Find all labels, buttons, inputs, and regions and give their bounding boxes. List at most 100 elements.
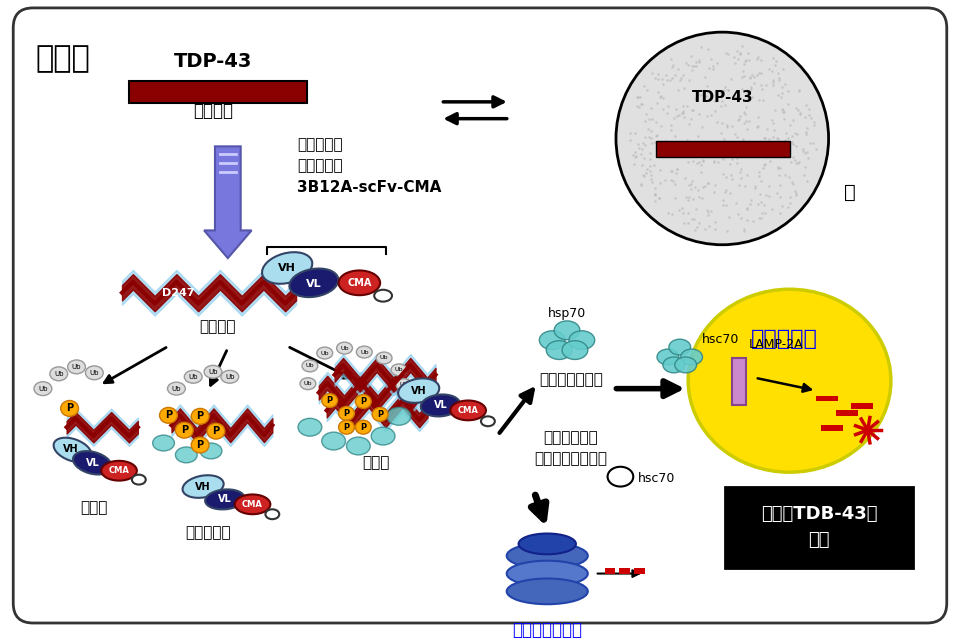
Text: 核: 核 <box>844 182 855 202</box>
Text: P: P <box>344 409 349 418</box>
Text: 細胞質: 細胞質 <box>35 45 89 73</box>
Ellipse shape <box>356 346 372 358</box>
Text: P: P <box>326 396 333 405</box>
Ellipse shape <box>450 401 486 420</box>
Ellipse shape <box>207 423 225 439</box>
Ellipse shape <box>176 422 193 438</box>
Ellipse shape <box>355 394 372 408</box>
Text: VL: VL <box>85 458 99 468</box>
Text: Ub: Ub <box>360 350 369 355</box>
Ellipse shape <box>616 32 828 245</box>
Ellipse shape <box>374 290 392 302</box>
Text: Ub: Ub <box>321 350 329 355</box>
Ellipse shape <box>298 419 322 436</box>
Ellipse shape <box>262 252 312 284</box>
Ellipse shape <box>34 382 52 396</box>
Ellipse shape <box>540 330 565 350</box>
Text: TDP-43: TDP-43 <box>174 52 252 71</box>
Ellipse shape <box>546 341 572 359</box>
Text: Ub: Ub <box>38 385 48 392</box>
Text: VH: VH <box>411 385 426 396</box>
Text: P: P <box>360 423 367 432</box>
Ellipse shape <box>205 489 245 509</box>
Text: 凝集体: 凝集体 <box>363 455 390 470</box>
Ellipse shape <box>396 379 412 390</box>
Ellipse shape <box>265 509 279 519</box>
Text: CMA: CMA <box>242 500 263 509</box>
Text: VL: VL <box>434 401 447 410</box>
Bar <box>836 410 858 417</box>
Ellipse shape <box>681 349 703 365</box>
Ellipse shape <box>554 321 580 339</box>
Text: P: P <box>180 425 188 435</box>
Text: Ub: Ub <box>395 367 403 373</box>
Ellipse shape <box>608 467 634 487</box>
Ellipse shape <box>176 447 197 463</box>
Ellipse shape <box>322 432 346 450</box>
Text: CMA: CMA <box>348 278 372 288</box>
Ellipse shape <box>481 417 494 426</box>
Ellipse shape <box>221 370 239 383</box>
Text: Ub: Ub <box>303 381 312 386</box>
Bar <box>821 426 843 431</box>
Text: Ub: Ub <box>89 370 99 376</box>
Text: P: P <box>360 397 367 406</box>
Text: CMA: CMA <box>108 466 130 475</box>
Ellipse shape <box>67 360 85 374</box>
Text: オリゴマー: オリゴマー <box>185 525 230 540</box>
FancyBboxPatch shape <box>13 8 947 623</box>
Ellipse shape <box>302 360 318 372</box>
Text: Ub: Ub <box>380 355 389 360</box>
Ellipse shape <box>420 394 460 417</box>
Ellipse shape <box>663 357 684 373</box>
Text: 自己分解型
細胞内抗体
3B12A-scFv-CMA: 自己分解型 細胞内抗体 3B12A-scFv-CMA <box>297 138 442 195</box>
Ellipse shape <box>372 408 388 421</box>
Text: Ub: Ub <box>72 364 82 370</box>
Ellipse shape <box>569 330 594 350</box>
Ellipse shape <box>159 408 178 423</box>
Text: 断片化: 断片化 <box>81 500 108 516</box>
Bar <box>619 568 631 574</box>
Bar <box>656 142 789 157</box>
Bar <box>605 568 615 574</box>
Text: リソソーム: リソソーム <box>751 329 818 349</box>
Ellipse shape <box>191 408 209 424</box>
Text: P: P <box>212 426 220 436</box>
Text: 異常なTDB-43を
分解: 異常なTDB-43を 分解 <box>761 505 877 549</box>
Text: Ub: Ub <box>399 382 408 387</box>
Ellipse shape <box>54 438 91 462</box>
Ellipse shape <box>518 533 576 554</box>
Ellipse shape <box>376 352 392 364</box>
FancyBboxPatch shape <box>725 487 913 568</box>
Ellipse shape <box>339 271 380 295</box>
Ellipse shape <box>669 339 690 355</box>
Ellipse shape <box>507 543 588 568</box>
Ellipse shape <box>391 364 407 376</box>
Ellipse shape <box>184 370 203 383</box>
Text: CMA: CMA <box>458 406 479 415</box>
Ellipse shape <box>204 366 222 378</box>
Bar <box>129 81 307 103</box>
Text: Ub: Ub <box>340 346 348 351</box>
Text: オートファジー: オートファジー <box>540 372 603 387</box>
Ellipse shape <box>300 378 316 390</box>
Text: Ub: Ub <box>172 385 181 392</box>
Ellipse shape <box>167 382 185 395</box>
Ellipse shape <box>235 494 271 514</box>
Text: 正常構造: 正常構造 <box>193 101 233 120</box>
Ellipse shape <box>657 349 679 365</box>
Text: hsc70: hsc70 <box>702 333 739 346</box>
Ellipse shape <box>289 269 338 297</box>
Ellipse shape <box>339 420 354 434</box>
Text: TDP-43: TDP-43 <box>691 90 753 105</box>
Text: Ub: Ub <box>208 369 218 375</box>
Text: ユビキチン－
プロテアソーム系: ユビキチン－ プロテアソーム系 <box>535 430 608 466</box>
Bar <box>635 568 645 574</box>
Bar <box>732 358 746 406</box>
Ellipse shape <box>153 435 175 451</box>
Text: hsc70: hsc70 <box>638 472 676 485</box>
Ellipse shape <box>387 408 411 426</box>
Text: Ub: Ub <box>305 364 314 368</box>
Text: LAMP-2A: LAMP-2A <box>749 338 804 351</box>
Ellipse shape <box>322 394 338 408</box>
